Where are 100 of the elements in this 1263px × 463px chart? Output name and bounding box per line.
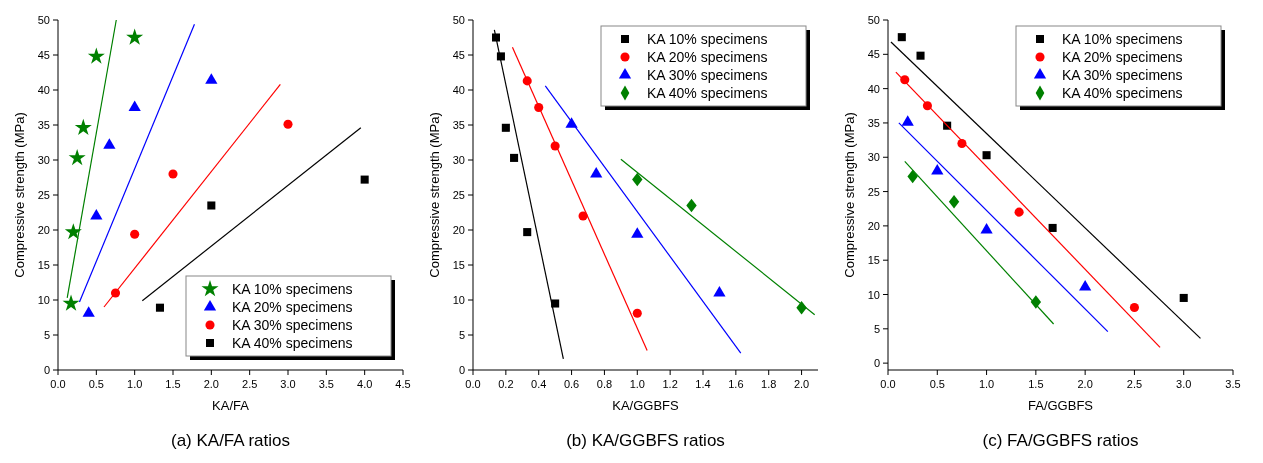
- point: [360, 175, 369, 184]
- legend-label: KA 10% specimens: [1062, 31, 1183, 47]
- x-tick-label: 4.0: [357, 378, 373, 390]
- point: [901, 115, 914, 126]
- point: [980, 222, 993, 234]
- point: [128, 100, 141, 112]
- y-tick-label: 10: [37, 294, 50, 306]
- point: [948, 195, 960, 209]
- point: [155, 303, 164, 312]
- x-tick-label: 0.0: [50, 378, 66, 390]
- y-axis-title: Compressive strength (MPa): [427, 112, 442, 278]
- x-tick-label: 4.5: [395, 378, 411, 390]
- x-tick-label: 0.2: [498, 378, 514, 390]
- point: [1048, 223, 1057, 232]
- y-tick-label: 20: [452, 224, 465, 236]
- x-tick-label: 1.8: [761, 378, 777, 390]
- point: [631, 227, 644, 238]
- x-tick-label: 0.0: [465, 378, 481, 390]
- y-tick-label: 45: [867, 48, 880, 61]
- point: [1079, 279, 1092, 291]
- y-tick-label: 50: [37, 14, 50, 26]
- legend-label: KA 40% specimens: [232, 335, 353, 351]
- point: [205, 73, 218, 84]
- y-tick-label: 30: [37, 154, 50, 166]
- point: [1014, 207, 1024, 217]
- y-tick-label: 35: [867, 116, 880, 129]
- point: [501, 123, 510, 132]
- point: [590, 166, 603, 178]
- x-axis-title: KA/GGBFS: [612, 398, 680, 413]
- legend-label: KA 10% specimens: [232, 281, 353, 297]
- y-tick-label: 25: [452, 189, 465, 201]
- legend-label: KA 40% specimens: [1062, 85, 1183, 101]
- x-tick-label: 0.4: [531, 378, 547, 390]
- y-tick-label: 20: [37, 224, 50, 236]
- x-tick-label: 1.4: [695, 378, 711, 390]
- y-tick-label: 0: [43, 364, 50, 376]
- x-tick-label: 2.5: [1126, 378, 1143, 390]
- point: [283, 119, 293, 129]
- legend-label: KA 30% specimens: [232, 317, 353, 333]
- point: [87, 47, 105, 64]
- y-tick-label: 10: [452, 294, 465, 306]
- point: [103, 138, 116, 149]
- point: [632, 308, 642, 318]
- y-tick-label: 40: [37, 84, 50, 96]
- legend-label: KA 20% specimens: [647, 49, 768, 65]
- point: [90, 208, 103, 220]
- text: (a) KA/FA ratios: [170, 431, 291, 450]
- y-tick-label: 0: [873, 357, 880, 370]
- x-tick-label: 1.0: [978, 378, 995, 390]
- y-tick-label: 25: [37, 189, 50, 201]
- point: [491, 33, 501, 42]
- point: [130, 229, 140, 239]
- y-axis-title: Compressive strength (MPa): [842, 112, 857, 278]
- y-tick-label: 0: [458, 364, 465, 376]
- x-tick-label: 3.5: [318, 378, 334, 390]
- text: (b) KA/GGBFS ratios: [566, 431, 725, 450]
- legend-label: KA 20% specimens: [1062, 49, 1183, 65]
- x-tick-label: 1.0: [127, 378, 143, 390]
- point: [126, 28, 144, 45]
- x-axis-title: KA/FA: [212, 398, 250, 413]
- legend-label: KA 20% specimens: [232, 299, 353, 315]
- x-tick-label: 2.0: [203, 378, 219, 390]
- y-tick-label: 45: [37, 49, 50, 61]
- point: [64, 223, 82, 240]
- x-tick-label: 1.6: [728, 378, 744, 390]
- y-tick-label: 20: [867, 219, 880, 232]
- x-tick-label: 0.8: [596, 378, 613, 390]
- y-tick-label: 40: [867, 82, 880, 95]
- text: (c) FA/GGBFS ratios: [982, 431, 1139, 450]
- legend-label: KA 30% specimens: [647, 67, 768, 83]
- x-tick-label: 1.2: [662, 378, 678, 390]
- point: [713, 285, 726, 297]
- x-tick-label: 3.0: [1176, 378, 1192, 390]
- y-tick-label: 15: [452, 259, 465, 271]
- legend-label: KA 10% specimens: [647, 31, 768, 47]
- y-tick-label: 5: [458, 329, 465, 341]
- x-tick-label: 0.5: [929, 378, 945, 390]
- point: [686, 198, 697, 213]
- y-tick-label: 15: [37, 259, 50, 271]
- point: [551, 299, 560, 308]
- point: [907, 169, 918, 184]
- y-tick-label: 30: [452, 154, 465, 166]
- x-tick-label: 2.0: [1077, 378, 1093, 390]
- point: [82, 306, 95, 317]
- point: [62, 294, 80, 311]
- point: [916, 51, 925, 60]
- y-tick-label: 10: [867, 288, 880, 301]
- x-tick-label: 1.0: [629, 378, 645, 390]
- point: [68, 148, 86, 166]
- y-tick-label: 35: [37, 119, 50, 131]
- y-tick-label: 35: [452, 119, 465, 131]
- y-tick-label: 5: [43, 329, 50, 341]
- x-tick-label: 0.5: [88, 378, 104, 390]
- point: [931, 163, 944, 175]
- point: [897, 33, 906, 42]
- y-tick-label: 40: [452, 84, 465, 96]
- y-tick-label: 45: [452, 49, 465, 61]
- point: [523, 228, 532, 237]
- point: [168, 169, 178, 179]
- x-axis-title: FA/GGBFS: [1027, 398, 1094, 413]
